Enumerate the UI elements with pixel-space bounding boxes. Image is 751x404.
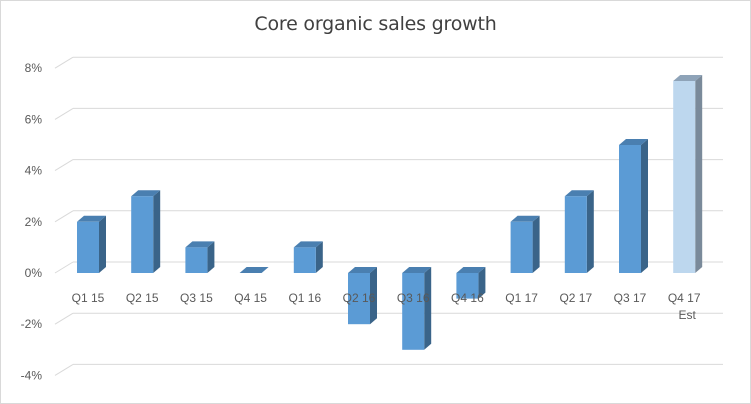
bar-side [370, 267, 377, 325]
bar-top [348, 267, 377, 273]
bar-side [424, 267, 432, 350]
bar-side [99, 215, 106, 273]
y-tick-label: 2% [25, 215, 43, 229]
bar-front [293, 247, 316, 273]
gridline-diagonal [54, 312, 74, 325]
bar-q1-16 [293, 241, 323, 273]
gridline-diagonal [54, 159, 74, 172]
bar-side [586, 190, 594, 273]
bar-q4-15 [239, 267, 269, 273]
gridline-diagonal [54, 56, 74, 69]
bar-side [478, 267, 486, 299]
gridline-diagonal [54, 363, 74, 376]
bar-q2-17 [564, 190, 594, 273]
bar-side [315, 241, 323, 273]
chart-title: Core organic sales growth [254, 13, 497, 35]
x-tick-label: Q4 17 [668, 291, 701, 305]
x-tick-label: Est [679, 308, 697, 322]
x-axis-labels: Q1 15 Q2 15 Q3 15 Q4 15 Q1 16 Q2 16 Q3 16 Q4 16… [72, 291, 701, 322]
bar-top [185, 241, 215, 248]
bar-front [564, 196, 587, 273]
bar-top [293, 241, 323, 248]
bar-q1-15 [77, 215, 106, 273]
bar-top [673, 75, 703, 81]
gridline-diagonal [54, 210, 74, 223]
bars [77, 75, 703, 350]
bar-front [185, 247, 208, 273]
bar-side [207, 241, 215, 273]
x-tick-label: Q1 16 [288, 291, 321, 305]
x-tick-label: Q4 16 [451, 291, 484, 305]
x-tick-label: Q3 16 [397, 291, 430, 305]
bar-q4-16 [456, 267, 486, 299]
gridline-diagonal [54, 107, 74, 120]
y-tick-label: 8% [25, 61, 43, 75]
x-tick-label: Q1 15 [72, 291, 105, 305]
x-tick-label: Q1 17 [505, 291, 538, 305]
bar-q1-17 [510, 215, 540, 273]
x-tick-label: Q2 17 [559, 291, 592, 305]
bar-top [456, 267, 486, 273]
bar-front [673, 81, 696, 273]
bar-side [695, 75, 703, 273]
y-tick-label: 6% [25, 112, 43, 126]
bar-q3-17 [619, 139, 648, 273]
bar-front [348, 273, 370, 325]
x-tick-label: Q3 15 [180, 291, 213, 305]
bar-front [619, 145, 641, 273]
bar-top [619, 139, 648, 145]
x-tick-label: Q2 16 [343, 291, 376, 305]
bar-top [510, 215, 540, 222]
y-tick-label: 4% [25, 164, 43, 178]
x-tick-label: Q3 17 [614, 291, 647, 305]
y-tick-label: 0% [25, 266, 43, 280]
bar-front [402, 273, 425, 350]
x-tick-label: Q4 15 [234, 291, 267, 305]
bar-front [131, 196, 154, 273]
gridlines [54, 56, 723, 376]
bar-side [641, 139, 648, 273]
y-axis-labels: -4% -2% 0% 2% 4% 6% 8% [21, 61, 43, 382]
bar-q3-16 [402, 267, 432, 350]
bar-side [153, 190, 161, 273]
bar-top [131, 190, 161, 197]
y-tick-label: -2% [21, 317, 43, 331]
bar-top [564, 190, 594, 197]
bar-top [402, 267, 432, 273]
bar-side [532, 215, 540, 273]
bar-front [510, 221, 533, 273]
x-tick-label: Q2 15 [126, 291, 159, 305]
bar-front [456, 273, 479, 299]
bar-top [239, 267, 269, 273]
bar-q2-15 [131, 190, 161, 273]
bar-top [77, 215, 106, 222]
bar-q2-16 [348, 267, 377, 325]
bar-q4-17-est [673, 75, 703, 273]
y-tick-label: -4% [21, 368, 43, 382]
bar-q3-15 [185, 241, 215, 273]
bar-front [77, 221, 99, 273]
gridline-diagonal [54, 261, 74, 274]
